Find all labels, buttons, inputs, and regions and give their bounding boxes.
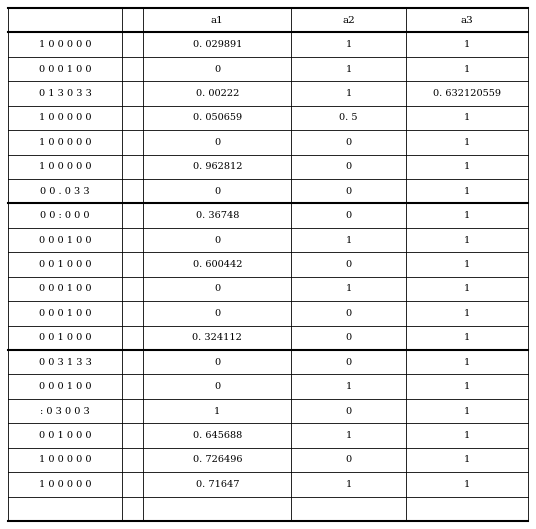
Text: 0: 0 <box>214 309 220 318</box>
Text: 1: 1 <box>464 138 470 147</box>
Text: 0 0 1 0 0 0: 0 0 1 0 0 0 <box>39 431 92 440</box>
Text: 0 0 0 1 0 0: 0 0 0 1 0 0 <box>39 65 92 74</box>
Text: 0. 5: 0. 5 <box>339 113 358 122</box>
Text: 1: 1 <box>464 40 470 49</box>
Text: 1: 1 <box>464 65 470 74</box>
Text: 0: 0 <box>346 455 352 464</box>
Text: 1: 1 <box>464 162 470 171</box>
Text: 0: 0 <box>346 260 352 269</box>
Text: 0: 0 <box>346 333 352 342</box>
Text: 0. 029891: 0. 029891 <box>192 40 242 49</box>
Text: 1 0 0 0 0 0: 1 0 0 0 0 0 <box>39 162 92 171</box>
Text: 0 0 0 1 0 0: 0 0 0 1 0 0 <box>39 235 92 244</box>
Text: 0: 0 <box>214 138 220 147</box>
Text: 0: 0 <box>346 138 352 147</box>
Text: 1: 1 <box>346 480 352 489</box>
Text: 1: 1 <box>464 309 470 318</box>
Text: 1: 1 <box>464 431 470 440</box>
Text: 0: 0 <box>346 162 352 171</box>
Text: 0 0 3 1 3 3: 0 0 3 1 3 3 <box>39 358 92 367</box>
Text: 0. 36748: 0. 36748 <box>196 211 239 220</box>
Text: 0 1 3 0 3 3: 0 1 3 0 3 3 <box>39 89 92 98</box>
Text: 1: 1 <box>346 285 352 294</box>
Text: 0: 0 <box>346 309 352 318</box>
Text: a3: a3 <box>460 16 473 25</box>
Text: 0. 600442: 0. 600442 <box>192 260 242 269</box>
Text: 0 0 0 1 0 0: 0 0 0 1 0 0 <box>39 285 92 294</box>
Text: 1: 1 <box>464 260 470 269</box>
Text: 0. 00222: 0. 00222 <box>196 89 239 98</box>
Text: 0: 0 <box>214 187 220 196</box>
Text: 1: 1 <box>464 382 470 391</box>
Text: 1: 1 <box>346 89 352 98</box>
Text: : 0 3 0 0 3: : 0 3 0 0 3 <box>40 407 90 416</box>
Text: a1: a1 <box>211 16 224 25</box>
Text: 0: 0 <box>214 382 220 391</box>
Text: 0 0 1 0 0 0: 0 0 1 0 0 0 <box>39 260 92 269</box>
Text: 1: 1 <box>464 455 470 464</box>
Text: 0. 71647: 0. 71647 <box>196 480 239 489</box>
Text: 1: 1 <box>464 285 470 294</box>
Text: 1: 1 <box>464 480 470 489</box>
Text: 1: 1 <box>346 431 352 440</box>
Text: 1: 1 <box>346 382 352 391</box>
Text: 0 0 : 0 0 0: 0 0 : 0 0 0 <box>41 211 90 220</box>
Text: 1 0 0 0 0 0: 1 0 0 0 0 0 <box>39 455 92 464</box>
Text: 1: 1 <box>346 65 352 74</box>
Text: 1 0 0 0 0 0: 1 0 0 0 0 0 <box>39 113 92 122</box>
Text: 0: 0 <box>214 285 220 294</box>
Text: 0: 0 <box>346 407 352 416</box>
Text: 0: 0 <box>346 187 352 196</box>
Text: 0 0 0 1 0 0: 0 0 0 1 0 0 <box>39 309 92 318</box>
Text: 1 0 0 0 0 0: 1 0 0 0 0 0 <box>39 138 92 147</box>
Text: 0. 645688: 0. 645688 <box>192 431 242 440</box>
Text: 1: 1 <box>346 40 352 49</box>
Text: 1: 1 <box>464 235 470 244</box>
Text: 0. 726496: 0. 726496 <box>192 455 242 464</box>
Text: 1: 1 <box>464 407 470 416</box>
Text: 0. 050659: 0. 050659 <box>193 113 242 122</box>
Text: 0: 0 <box>346 358 352 367</box>
Text: 1: 1 <box>464 333 470 342</box>
Text: 1: 1 <box>464 113 470 122</box>
Text: 0. 962812: 0. 962812 <box>192 162 242 171</box>
Text: a2: a2 <box>342 16 355 25</box>
Text: 0 0 0 1 0 0: 0 0 0 1 0 0 <box>39 382 92 391</box>
Text: 1: 1 <box>214 407 220 416</box>
Text: 0 0 1 0 0 0: 0 0 1 0 0 0 <box>39 333 92 342</box>
Text: 0. 632120559: 0. 632120559 <box>433 89 501 98</box>
Text: 1: 1 <box>346 235 352 244</box>
Text: 0: 0 <box>346 211 352 220</box>
Text: 1 0 0 0 0 0: 1 0 0 0 0 0 <box>39 480 92 489</box>
Text: 1 0 0 0 0 0: 1 0 0 0 0 0 <box>39 40 92 49</box>
Text: 0. 324112: 0. 324112 <box>192 333 242 342</box>
Text: 1: 1 <box>464 211 470 220</box>
Text: 0: 0 <box>214 65 220 74</box>
Text: 1: 1 <box>464 187 470 196</box>
Text: 0: 0 <box>214 235 220 244</box>
Text: 1: 1 <box>464 358 470 367</box>
Text: 0: 0 <box>214 358 220 367</box>
Text: 0 0 . 0 3 3: 0 0 . 0 3 3 <box>40 187 90 196</box>
